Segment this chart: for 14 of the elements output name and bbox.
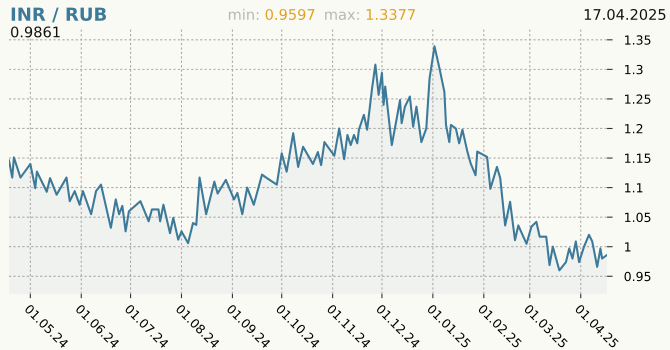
y-tick-label: 1.1 (625, 183, 642, 192)
y-tick-label: 1.35 (625, 35, 650, 45)
y-tick-label: 1.15 (625, 154, 650, 163)
text: min: 0.9597 (228, 8, 314, 20)
y-tick-label: 1 (625, 242, 630, 252)
y-tick-label: 1.25 (625, 94, 650, 104)
annotation: 0.9861 (11, 26, 60, 38)
y-tick-label: 1.05 (625, 212, 650, 222)
y-tick-label: 1.3 (625, 64, 643, 74)
y-tick-label: 0.95 (624, 272, 650, 282)
text: 17.04.2025 (584, 8, 666, 20)
chart-title: INR / RUB (12, 8, 106, 22)
y-tick-label: 1.2 (625, 124, 642, 134)
text: max: 1.3377 (325, 8, 415, 20)
